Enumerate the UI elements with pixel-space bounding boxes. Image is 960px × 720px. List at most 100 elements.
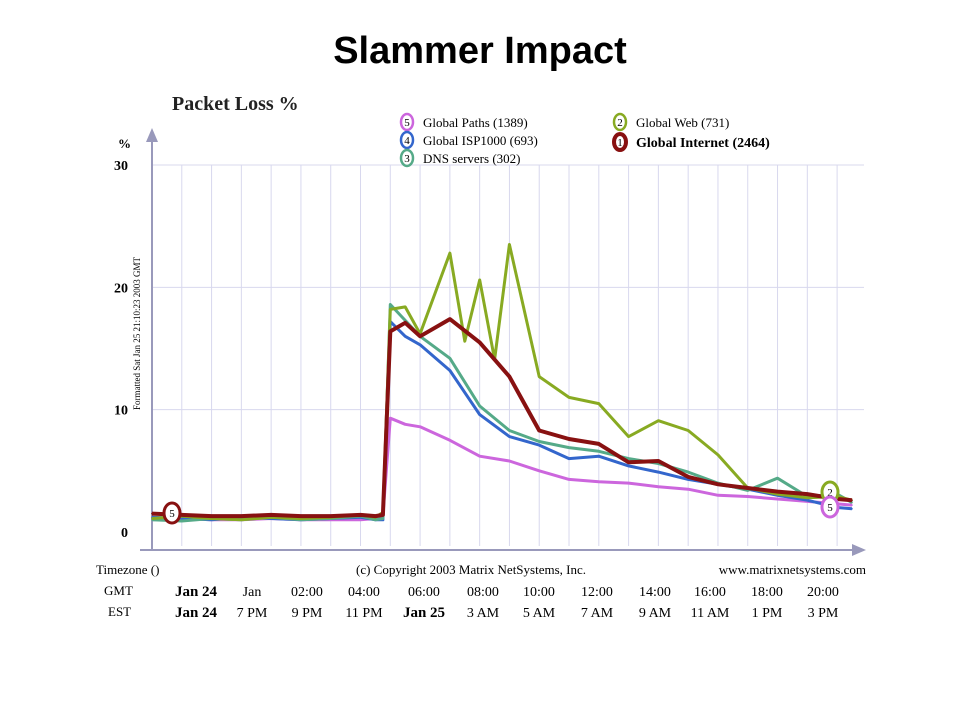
- data-point: [300, 515, 302, 517]
- data-point: [687, 476, 689, 478]
- est-tick-label: 3 AM: [467, 606, 500, 621]
- data-point: [374, 519, 377, 521]
- data-point: [538, 440, 540, 443]
- data-point: [478, 413, 481, 416]
- data-point: [404, 335, 407, 338]
- data-point: [404, 306, 407, 308]
- data-point: [382, 514, 384, 516]
- data-point: [746, 495, 749, 498]
- y-axis-arrow: [146, 128, 158, 142]
- data-point: [464, 340, 466, 343]
- gmt-tick-label: 04:00: [348, 585, 380, 600]
- data-point: [851, 499, 853, 502]
- data-point: [776, 477, 779, 480]
- est-tick-label: Jan 25: [403, 605, 445, 621]
- legend-swatch: [612, 112, 628, 132]
- data-point: [717, 483, 719, 486]
- chart-axes: [140, 128, 866, 556]
- marker-number: 5: [827, 502, 833, 514]
- data-point: [568, 478, 570, 481]
- data-point: [657, 471, 660, 473]
- data-point: [717, 454, 719, 456]
- data-point: [746, 487, 749, 489]
- data-point: [851, 504, 853, 506]
- data-point: [329, 515, 332, 517]
- legend-marker-number: 3: [404, 153, 410, 165]
- series-line-1: [151, 317, 853, 519]
- data-point: [568, 438, 570, 440]
- legend-marker-number: 1: [617, 137, 623, 149]
- data-point: [687, 471, 689, 473]
- legend-label: DNS servers (302): [423, 151, 520, 166]
- gmt-tick-label: 20:00: [807, 585, 839, 600]
- legend-label: Global Internet (2464): [636, 136, 770, 151]
- chart-legend: 5 Global Paths (1389) 4 Global ISP1000 (693…: [399, 112, 770, 168]
- right-end-marker-bottom: 5: [820, 495, 840, 519]
- data-point: [404, 319, 407, 322]
- est-tick-label: 9 AM: [639, 606, 672, 621]
- data-point: [382, 517, 384, 520]
- data-point: [478, 455, 481, 458]
- data-point: [389, 308, 392, 311]
- gmt-tick-label: 06:00: [408, 585, 440, 600]
- data-point: [508, 460, 511, 462]
- data-point: [449, 357, 451, 360]
- data-point: [806, 496, 809, 499]
- data-point: [538, 444, 540, 446]
- legend-item-3: 3 DNS servers (302): [399, 148, 520, 168]
- timezone-label: Timezone (): [96, 562, 159, 577]
- data-point: [598, 402, 600, 405]
- data-point: [478, 405, 481, 407]
- data-point: [627, 461, 630, 464]
- data-point: [598, 450, 600, 453]
- copyright-text: (c) Copyright 2003 Matrix NetSystems, In…: [356, 562, 586, 577]
- data-point: [389, 417, 392, 420]
- gmt-tick-label: 02:00: [291, 585, 323, 600]
- data-point: [538, 375, 540, 378]
- legend-swatch: [612, 132, 628, 152]
- data-point: [449, 252, 451, 254]
- legend-swatch: [399, 112, 415, 132]
- est-tick-label: 9 PM: [292, 606, 323, 621]
- data-point: [270, 514, 272, 516]
- data-point: [389, 330, 392, 333]
- data-point: [687, 429, 689, 432]
- data-point: [151, 517, 153, 520]
- data-point: [806, 493, 809, 495]
- legend-marker-number: 4: [404, 135, 410, 147]
- data-point: [687, 488, 689, 491]
- marker-ring: [162, 501, 182, 525]
- data-point: [181, 520, 183, 522]
- data-point: [359, 514, 362, 516]
- y-axis-unit: %: [118, 136, 131, 151]
- gmt-tick-label: 08:00: [467, 585, 499, 600]
- y-tick-label: 0: [121, 526, 128, 541]
- formatted-timestamp: Formatted Sat Jan 25 21:10:23 2003 GMT: [132, 257, 142, 410]
- legend-marker-number: 2: [617, 117, 623, 129]
- data-point: [508, 429, 511, 432]
- data-point: [538, 470, 540, 472]
- chart-labels: % 0 10 20 30 Packet Loss % Formatted Sat Jan 2…: [96, 93, 866, 621]
- data-point: [389, 303, 392, 306]
- gmt-tick-label: 18:00: [751, 585, 783, 600]
- legend-item-1: 1 Global Internet (2464): [612, 132, 770, 152]
- data-point: [419, 335, 421, 338]
- data-point: [598, 455, 600, 458]
- gmt-row-label: GMT: [104, 583, 133, 598]
- chart-title: Packet Loss %: [172, 93, 299, 115]
- data-point: [151, 512, 153, 515]
- legend-swatch: [399, 130, 415, 150]
- est-tick-label: 11 PM: [345, 606, 383, 621]
- legend-item-4: 4 Global ISP1000 (693): [399, 130, 538, 150]
- data-point: [627, 482, 630, 484]
- gmt-tick-label: 16:00: [694, 585, 726, 600]
- legend-label: Global Paths (1389): [423, 115, 528, 130]
- left-end-marker: 5: [162, 501, 182, 525]
- data-point: [419, 426, 421, 428]
- data-point: [657, 460, 660, 462]
- data-point: [478, 341, 481, 344]
- data-point: [776, 490, 779, 493]
- est-tick-label: 5 AM: [523, 606, 556, 621]
- data-point: [657, 419, 660, 422]
